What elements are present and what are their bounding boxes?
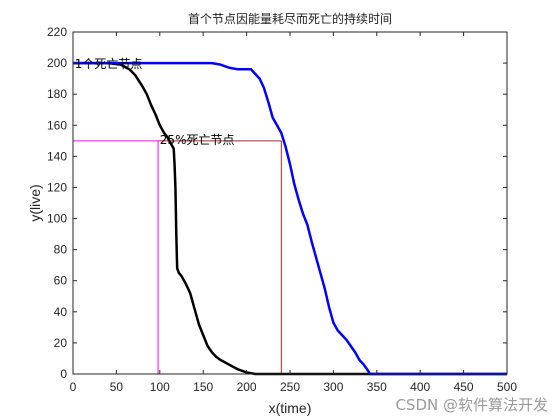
y-tick-label: 220: [47, 25, 67, 39]
y-tick-label: 80: [54, 243, 68, 257]
x-tick-label: 250: [280, 380, 300, 394]
x-tick-label: 450: [454, 380, 474, 394]
y-tick-label: 160: [47, 118, 67, 132]
y-tick-label: 140: [47, 149, 67, 163]
chart-title: 首个节点因能量耗尽而死亡的持续时间: [188, 11, 392, 26]
x-tick-label: 150: [193, 380, 213, 394]
y-tick-label: 0: [60, 367, 67, 381]
y-tick-label: 20: [54, 336, 68, 350]
x-tick-label: 0: [70, 380, 77, 394]
annotation-2: 25%死亡节点: [160, 133, 235, 147]
y-tick-label: 120: [47, 180, 67, 194]
x-tick-label: 500: [497, 380, 517, 394]
x-axis-label: x(time): [269, 400, 312, 416]
series-line-2: [73, 61, 507, 376]
y-tick-label: 60: [54, 274, 68, 288]
annotations: 1个死亡节点 25%死亡节点: [75, 57, 235, 147]
y-tick-label: 40: [54, 305, 68, 319]
series-layer: [73, 61, 507, 376]
x-tick-label: 400: [410, 380, 430, 394]
axis-ticks: 0 50 100 150 200 250 300 350 400 450 500 0 20 40 60 80 1…: [47, 25, 517, 394]
y-tick-label: 100: [47, 212, 67, 226]
y-axis-label: y(live): [27, 184, 43, 221]
x-tick-label: 50: [110, 380, 124, 394]
plot-area: [73, 32, 507, 374]
series-line-1: [73, 61, 507, 376]
x-tick-label: 300: [323, 380, 343, 394]
y-tick-label: 200: [47, 56, 67, 70]
x-tick-label: 100: [150, 380, 170, 394]
x-tick-label: 200: [237, 380, 257, 394]
watermark-text: CSDN @软件算法开发: [395, 396, 548, 414]
annotation-1: 1个死亡节点: [75, 57, 143, 71]
y-tick-label: 180: [47, 87, 67, 101]
x-tick-label: 350: [367, 380, 387, 394]
